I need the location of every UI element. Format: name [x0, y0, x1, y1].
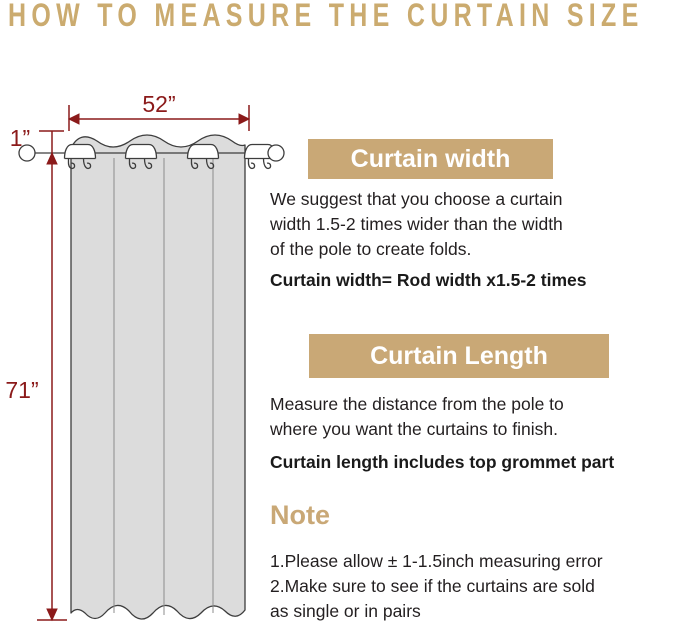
svg-text:52”: 52” [142, 91, 175, 117]
svg-text:1”: 1” [10, 125, 30, 151]
svg-text:71”: 71” [5, 377, 38, 403]
